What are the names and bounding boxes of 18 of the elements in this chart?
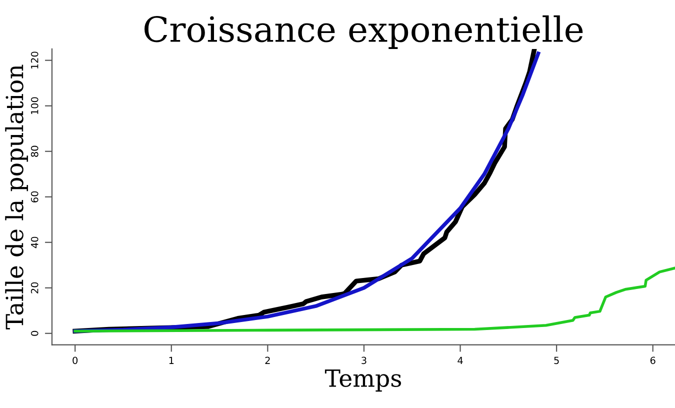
y-tick-label: 0 [30,330,38,336]
x-tick-label: 0 [72,356,78,364]
x-tick-label: 5 [554,356,559,364]
y-tick-label: 120 [30,52,38,69]
chart-title: Croissance exponentielle [144,15,583,49]
x-tick-label: 3 [362,356,366,364]
x-tick-label: 1 [169,356,174,364]
y-tick-label: 40 [30,236,38,248]
x-axis-title: Temps [324,369,402,392]
x-tick-label: 6 [650,356,656,364]
y-axis-title: Taille de la population [5,64,28,330]
y-tick-label: 80 [30,146,38,157]
x-tick-label: 2 [265,356,270,364]
line-series [74,266,675,332]
y-tick-label: 60 [30,191,38,202]
y-tick-label: 100 [30,97,38,114]
y-tick-label: 20 [30,282,38,294]
x-tick-label: 4 [458,356,463,364]
